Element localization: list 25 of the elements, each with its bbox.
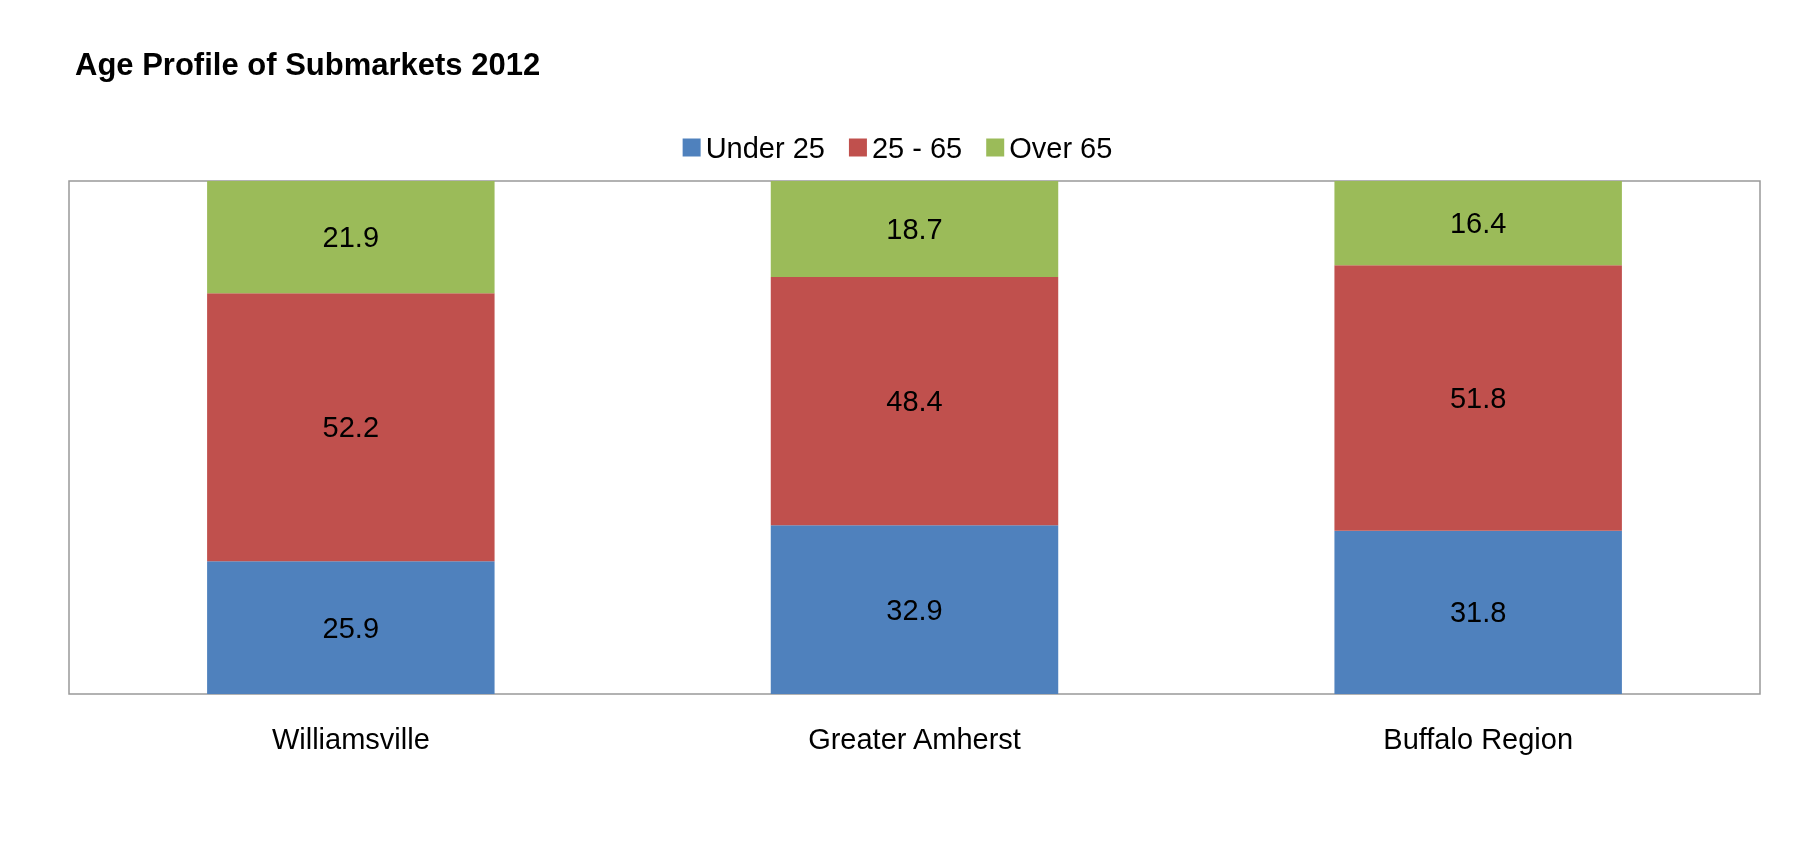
legend-label: 25 - 65: [871, 131, 963, 164]
data-label: 25.9: [322, 611, 380, 644]
legend-label: Over 65: [1009, 131, 1113, 164]
data-label: 31.8: [1449, 596, 1507, 629]
data-label: 48.4: [886, 385, 943, 418]
x-tick-label: Williamsville: [271, 722, 430, 755]
data-label: 32.9: [886, 593, 943, 626]
bar: [1334, 530, 1622, 694]
data-label: 51.8: [1449, 382, 1507, 414]
chart-title: Age Profile of Submarkets 2012: [75, 47, 541, 82]
bar: [207, 181, 495, 294]
data-label: 16.4: [1449, 207, 1507, 240]
bar: [207, 561, 495, 694]
x-tick-label: Greater Amherst: [808, 722, 1021, 755]
bar: [1334, 181, 1622, 266]
bar: [770, 181, 1059, 277]
x-tick-label: Buffalo Region: [1383, 722, 1574, 755]
bar: [207, 293, 495, 562]
legend-label: Under 25: [705, 131, 825, 164]
bar: [1334, 265, 1622, 531]
data-label: 18.7: [886, 212, 943, 245]
bar: [770, 276, 1059, 526]
data-label: 21.9: [322, 221, 380, 254]
bar: [770, 525, 1059, 694]
data-label: 52.2: [322, 411, 380, 444]
